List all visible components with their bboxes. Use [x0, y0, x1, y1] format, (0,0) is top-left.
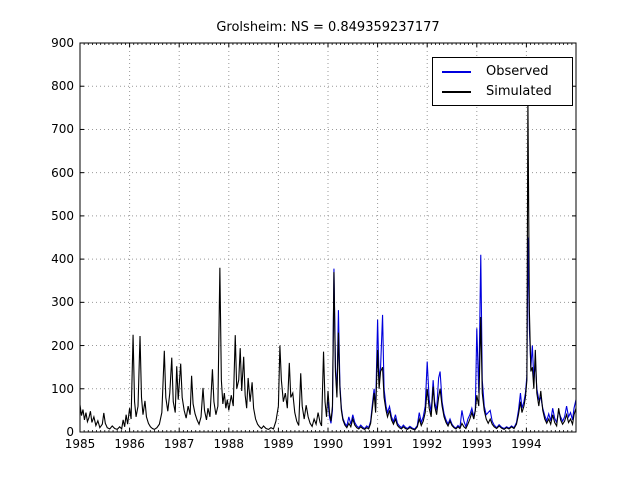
- y-tick-label: 0: [66, 425, 74, 439]
- legend-item-simulated: Simulated: [442, 83, 564, 100]
- y-tick-label: 900: [51, 36, 74, 50]
- x-tick-label: 1987: [163, 437, 195, 451]
- x-tick-label: 1994: [511, 437, 542, 451]
- x-tick-label: 1988: [213, 437, 245, 451]
- y-tick-label: 300: [51, 295, 74, 310]
- y-tick-label: 700: [51, 122, 74, 137]
- y-tick-label: 800: [51, 79, 74, 94]
- y-tick-label: 400: [51, 252, 74, 267]
- legend-label-observed: Observed: [486, 64, 549, 79]
- x-tick-label: 1986: [114, 437, 145, 451]
- x-tick-label: 1989: [263, 437, 294, 451]
- y-tick-label: 200: [51, 338, 74, 353]
- simulated-line-sample: [442, 90, 471, 93]
- legend-item-observed: Observed: [442, 63, 564, 80]
- x-tick-label: 1992: [411, 437, 443, 451]
- simulated-line: [79, 94, 577, 431]
- legend: Observed Simulated: [432, 57, 573, 106]
- x-tick-label: 1993: [461, 437, 493, 451]
- y-tick-label: 600: [51, 165, 74, 180]
- x-tick-label: 1990: [312, 437, 344, 451]
- y-tick-label: 500: [51, 208, 74, 223]
- x-tick-label: 1985: [64, 437, 96, 451]
- legend-label-simulated: Simulated: [486, 84, 552, 99]
- x-tick-label: 1991: [362, 437, 393, 451]
- y-tick-label: 100: [51, 381, 74, 396]
- chart-title: Grolsheim: NS = 0.849359237177: [216, 20, 440, 35]
- observed-line-sample: [442, 70, 471, 73]
